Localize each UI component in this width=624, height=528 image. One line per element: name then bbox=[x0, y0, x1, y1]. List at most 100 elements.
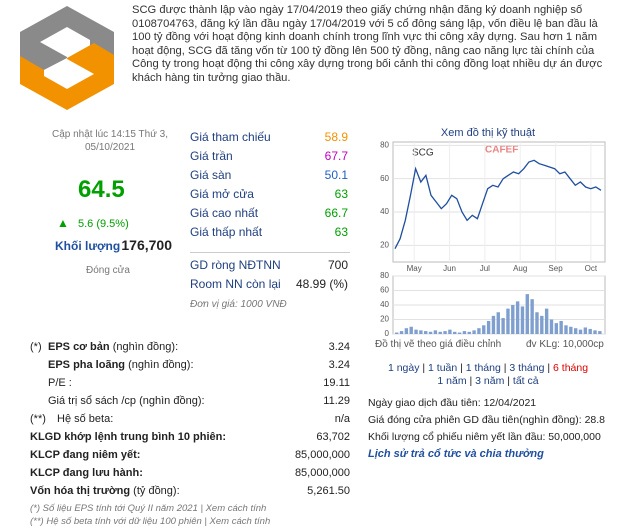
volume-bar bbox=[525, 294, 529, 334]
stat-value: 5,261.50 bbox=[307, 485, 350, 497]
price-frame bbox=[392, 141, 606, 263]
period-link[interactable]: 3 năm bbox=[475, 375, 505, 387]
stat-value: 85,000,000 bbox=[294, 449, 350, 461]
volume-bar bbox=[540, 315, 544, 334]
price: 64.5 bbox=[78, 176, 125, 203]
volume-bar bbox=[535, 312, 539, 334]
y-tick-label: 60 bbox=[380, 286, 389, 295]
stat-note: (nghìn đồng): bbox=[139, 395, 205, 407]
volume-bar bbox=[598, 331, 602, 334]
price-value: 67.7 bbox=[324, 149, 348, 163]
volume-bar bbox=[433, 330, 438, 334]
stat-label-row: KLCP đang niêm yết: bbox=[30, 449, 140, 461]
volume-bar bbox=[530, 299, 534, 334]
stat-label: EPS pha loãng bbox=[48, 359, 126, 371]
symbol: SCG bbox=[412, 148, 434, 159]
volume-bar bbox=[472, 330, 476, 334]
change-arrow: ▲ bbox=[57, 216, 69, 230]
stat-label: EPS cơ bản bbox=[48, 341, 110, 353]
foreign-label: GD ròng NĐTNN bbox=[190, 258, 281, 272]
price-value: 63 bbox=[334, 225, 348, 239]
stat-prefix: (**) bbox=[30, 413, 46, 425]
x-tick-label: Jul bbox=[480, 264, 490, 273]
volume-bar bbox=[399, 331, 404, 334]
stat-label-row: P/E : bbox=[48, 377, 72, 389]
volume-bar bbox=[453, 331, 457, 334]
y-tick-label: 20 bbox=[380, 315, 389, 324]
separator bbox=[190, 252, 350, 253]
volume: 176,700 bbox=[121, 237, 172, 253]
period-link[interactable]: 6 tháng bbox=[553, 362, 589, 374]
volume-bar bbox=[419, 330, 423, 334]
foreign-value: 48.99 (%) bbox=[295, 277, 348, 291]
period-link[interactable]: 1 năm bbox=[437, 375, 467, 387]
stat-value: 63,702 bbox=[316, 431, 350, 443]
listing-info: Ngày giao dịch đầu tiên: 12/04/2021 bbox=[368, 397, 537, 409]
stat-label: Giá trị sổ sách /cp bbox=[48, 395, 137, 407]
volume-bar bbox=[438, 331, 442, 334]
unit-note: Đơn vị giá: 1000 VNĐ bbox=[190, 299, 287, 310]
listing-info: Khối lượng cổ phiếu niêm yết lần đầu: 50… bbox=[368, 431, 601, 443]
x-tick-label: May bbox=[407, 264, 422, 273]
volume-bar bbox=[515, 301, 520, 334]
y-tick-label: 0 bbox=[385, 329, 390, 338]
period-link[interactable]: 1 tháng bbox=[465, 362, 501, 374]
period-link[interactable]: 3 tháng bbox=[509, 362, 545, 374]
x-tick-label: Jun bbox=[443, 264, 456, 273]
volume-bar bbox=[482, 325, 486, 334]
volume-bar bbox=[564, 325, 568, 334]
price-label: Giá mở cửa bbox=[190, 187, 254, 201]
chart-title[interactable]: Xem đồ thị kỹ thuật bbox=[440, 127, 536, 139]
y-tick-label: 60 bbox=[380, 174, 389, 183]
stat-label-row: EPS pha loãng (nghìn đồng): bbox=[48, 359, 194, 371]
status: Đóng cửa bbox=[86, 265, 130, 276]
periods: 1 ngày | 1 tuần | 1 tháng | 3 tháng | 6 … bbox=[387, 362, 589, 387]
footnote: (**) Hệ số beta tính với dữ liệu 100 phi… bbox=[30, 516, 271, 527]
stat-label-row: KLCP đang lưu hành: bbox=[30, 467, 143, 479]
stat-label-row: Vốn hóa thị trường (tỷ đồng): bbox=[30, 485, 180, 497]
period-link[interactable]: 1 tuần bbox=[428, 362, 458, 374]
stat-note: (nghìn đồng): bbox=[112, 341, 179, 353]
foreign-value: 700 bbox=[327, 258, 348, 272]
stat-label-row: EPS cơ bản (nghìn đồng): bbox=[48, 341, 178, 353]
stat-value: n/a bbox=[334, 413, 350, 425]
volume-label: Khối lượng bbox=[55, 239, 121, 253]
dividend-link[interactable]: Lịch sử trả cổ tức và chia thưởng bbox=[368, 448, 544, 460]
volume-bar bbox=[491, 315, 496, 334]
volume-bar bbox=[477, 328, 481, 334]
volume-bar bbox=[578, 329, 583, 334]
stat-value: 3.24 bbox=[328, 359, 350, 371]
volume-bar bbox=[573, 328, 578, 334]
period-link[interactable]: 1 ngày bbox=[387, 362, 420, 374]
volume-bar bbox=[409, 326, 413, 334]
price-value: 50.1 bbox=[324, 168, 348, 182]
chart-unit: đv KLg: 10,000cp bbox=[526, 339, 604, 350]
brand: CAFEF bbox=[485, 145, 518, 156]
volume-bar bbox=[544, 308, 549, 334]
footnote: (*) Số liệu EPS tính tới Quý II năm 2021… bbox=[30, 503, 267, 514]
volume-bar bbox=[559, 320, 563, 334]
volume-bar bbox=[443, 331, 447, 334]
volume-bar bbox=[511, 305, 515, 334]
period-link[interactable]: tất cả bbox=[512, 375, 539, 387]
volume-bar bbox=[501, 318, 505, 334]
stat-value: 11.29 bbox=[323, 395, 350, 407]
stat-label: Hệ số beta: bbox=[57, 413, 114, 425]
stat-label-row: Hệ số beta: bbox=[57, 413, 113, 425]
volume-bar bbox=[569, 326, 573, 334]
stat-value: 3.24 bbox=[328, 341, 350, 353]
y-tick-label: 40 bbox=[380, 207, 389, 216]
volume-bar bbox=[448, 329, 452, 334]
volume-bar bbox=[467, 331, 471, 334]
stat-label: KLCP đang niêm yết: bbox=[30, 449, 141, 461]
change: 5.6 (9.5%) bbox=[78, 218, 129, 230]
price-label: Giá tham chiếu bbox=[190, 130, 271, 144]
volume-bar bbox=[588, 328, 592, 334]
mini-chart: CAFEF SCG 20 40 60 80 0 20 40 60 80 May Jun Jul Aug Sep… bbox=[380, 140, 606, 338]
chart-note: Đồ thị vẽ theo giá điều chỉnh bbox=[375, 339, 502, 350]
price-value: 58.9 bbox=[324, 130, 348, 144]
price-label: Giá sàn bbox=[190, 168, 232, 182]
intro: SCG được thành lập vào ngày 17/04/2019 t… bbox=[132, 4, 603, 84]
stat-prefix: (*) bbox=[30, 341, 42, 353]
